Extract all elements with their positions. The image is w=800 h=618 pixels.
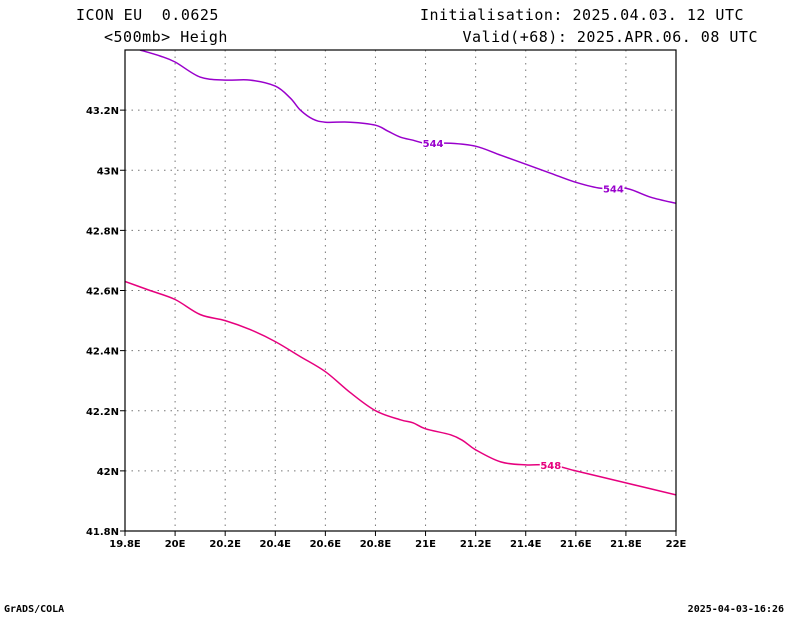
y-tick-label: 42N (97, 467, 119, 478)
x-tick-label: 21E (415, 539, 436, 550)
variable-title: <500mb> Heigh (104, 28, 228, 46)
y-tick-label: 42.8N (86, 226, 119, 237)
contour-line-548 (125, 280, 676, 496)
y-tick-label: 42.6N (86, 287, 119, 298)
x-tick-label: 21.8E (610, 539, 642, 550)
x-tick-label: 21.4E (510, 539, 542, 550)
x-tick-label: 21.6E (560, 539, 592, 550)
x-tick-label: 20.6E (310, 539, 342, 550)
contour-label-544: 544 (603, 184, 624, 195)
y-tick-label: 43N (97, 166, 119, 177)
contour-label-bg (602, 182, 625, 194)
x-tick-label: 20.4E (260, 539, 292, 550)
contour-label-bg (539, 458, 562, 470)
y-tick-label: 42.4N (86, 347, 119, 358)
model-title: ICON EU 0.0625 (76, 6, 219, 24)
valid-time: Valid(+68): 2025.APR.06. 08 UTC (462, 28, 758, 46)
contour-line-544 (139, 50, 676, 205)
x-tick-label: 20.2E (209, 539, 241, 550)
x-tick-label: 19.8E (109, 539, 141, 550)
y-tick-label: 43.2N (86, 106, 119, 117)
plot-frame (124, 49, 677, 532)
contour-label-544: 544 (423, 139, 444, 150)
x-tick-label: 20.8E (360, 539, 392, 550)
x-tick-label: 22E (666, 539, 687, 550)
contour-label-548: 548 (540, 461, 561, 472)
x-tick-label: 20E (165, 539, 186, 550)
x-tick-label: 21.2E (460, 539, 492, 550)
plot-timestamp: 2025-04-03-16:26 (687, 604, 784, 615)
y-tick-label: 42.2N (86, 407, 119, 418)
init-time: Initialisation: 2025.04.03. 12 UTC (419, 6, 744, 24)
contour-label-bg (422, 137, 445, 149)
y-tick-label: 41.8N (86, 527, 119, 538)
software-credit: GrADS/COLA (4, 604, 65, 615)
